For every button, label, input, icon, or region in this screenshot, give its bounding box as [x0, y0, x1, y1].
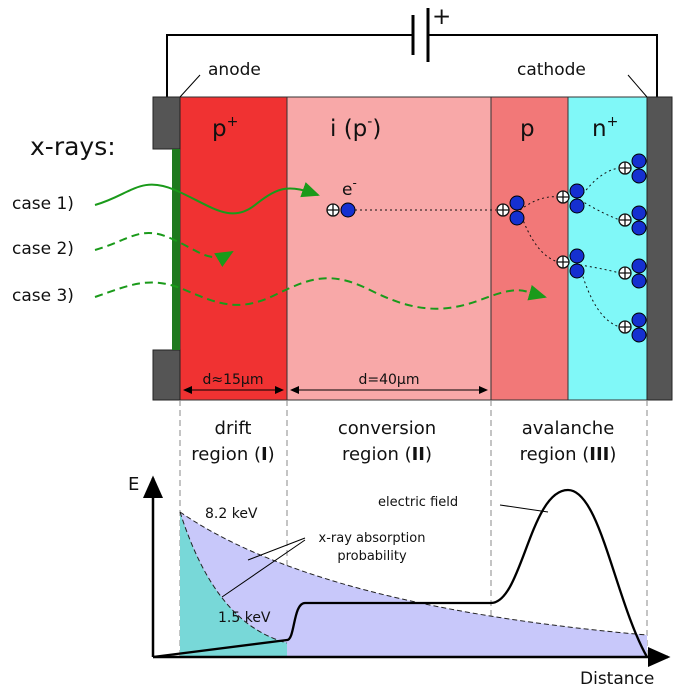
shape [341, 203, 355, 217]
diagram: + anode cathode p+ i (p-) p n+ x-rays: c… [0, 0, 674, 691]
shape [568, 97, 647, 400]
region-label: region (II) [342, 444, 432, 465]
layer-label: i (p-) [330, 114, 381, 142]
shape [180, 97, 287, 400]
energy-label: 8.2 keV [205, 506, 258, 522]
shape [172, 149, 180, 350]
shape [287, 97, 491, 400]
y-axis-label: E [128, 474, 139, 495]
shape [153, 97, 180, 149]
shape [153, 350, 180, 400]
shape [500, 505, 548, 512]
region-label: region (III) [520, 444, 617, 465]
shape [491, 97, 568, 400]
shape [628, 75, 647, 97]
shape [180, 75, 200, 97]
shape [632, 221, 646, 235]
absorption-label: x-ray absorption [319, 531, 426, 546]
shape [632, 259, 646, 273]
shape [510, 211, 524, 225]
shape [632, 206, 646, 220]
shape [647, 97, 672, 400]
dimension-label: d=40μm [359, 372, 420, 388]
region-name: conversion [338, 418, 436, 439]
shape [632, 154, 646, 168]
region-name: drift [215, 418, 252, 439]
region-label: region (I) [191, 444, 274, 465]
shape [570, 184, 584, 198]
page: Avalanche photodiode diagram {"battery":… [0, 0, 674, 691]
shape [632, 313, 646, 327]
case-label: case 3) [12, 286, 74, 306]
cathode-label: cathode [517, 60, 586, 80]
shape [632, 169, 646, 183]
field-label: electric field [378, 495, 458, 510]
energy-label: 1.5 keV [218, 610, 271, 626]
dimension-label: d≈15μm [203, 372, 264, 388]
shape [632, 274, 646, 288]
body: + anode cathode p+ i (p-) p n+ x-rays: c… [0, 0, 674, 691]
shape [570, 249, 584, 263]
absorption-label: probability [337, 549, 407, 564]
shape [570, 199, 584, 213]
case-label: case 1) [12, 194, 74, 214]
shape [570, 264, 584, 278]
shape [632, 328, 646, 342]
region-name: avalanche [522, 418, 615, 439]
case-label: case 2) [12, 239, 74, 259]
shape [510, 196, 524, 210]
xrays-label: x-rays: [30, 132, 116, 161]
layer-label: p [520, 116, 535, 142]
battery-plus: + [432, 4, 451, 30]
anode-label: anode [208, 60, 261, 80]
x-axis-label: Distance [580, 669, 654, 689]
